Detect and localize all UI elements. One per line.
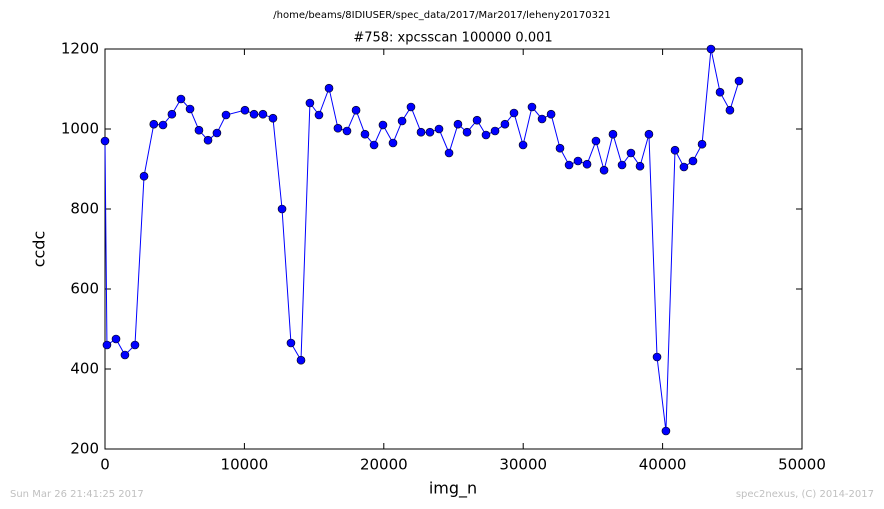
data-point bbox=[434, 124, 444, 134]
data-point bbox=[670, 145, 680, 155]
data-point bbox=[324, 83, 334, 93]
data-point bbox=[635, 161, 645, 171]
data-point bbox=[555, 143, 565, 153]
data-point bbox=[342, 126, 352, 136]
data-point bbox=[240, 105, 250, 115]
data-point bbox=[652, 352, 662, 362]
data-point bbox=[277, 204, 287, 214]
footer-left: Sun Mar 26 21:41:25 2017 bbox=[10, 489, 144, 500]
data-point bbox=[149, 119, 159, 129]
data-point bbox=[130, 340, 140, 350]
data-point bbox=[490, 126, 500, 136]
data-point bbox=[661, 426, 671, 436]
x-tick-label: 40000 bbox=[639, 456, 687, 474]
x-tick-label: 0 bbox=[100, 456, 110, 474]
data-point bbox=[725, 105, 735, 115]
data-point bbox=[481, 130, 491, 140]
y-tick-label: 600 bbox=[70, 280, 99, 298]
data-point bbox=[518, 140, 528, 150]
data-point bbox=[120, 350, 130, 360]
y-tick-label: 1000 bbox=[61, 120, 99, 138]
y-tick-label: 400 bbox=[70, 360, 99, 378]
data-point bbox=[258, 109, 268, 119]
data-point bbox=[416, 127, 426, 137]
data-point bbox=[203, 135, 213, 145]
data-point bbox=[626, 148, 636, 158]
data-point bbox=[249, 109, 259, 119]
data-point bbox=[472, 115, 482, 125]
data-point bbox=[296, 355, 306, 365]
data-point bbox=[212, 128, 222, 138]
data-point bbox=[111, 334, 121, 344]
data-point bbox=[378, 120, 388, 130]
x-tick-label: 20000 bbox=[360, 456, 408, 474]
data-point bbox=[305, 98, 315, 108]
data-point bbox=[360, 129, 370, 139]
data-point bbox=[527, 102, 537, 112]
data-point bbox=[688, 156, 698, 166]
data-point bbox=[167, 109, 177, 119]
data-point bbox=[314, 110, 324, 120]
data-point bbox=[444, 148, 454, 158]
footer-right: spec2nexus, (C) 2014-2017 bbox=[736, 489, 874, 500]
data-point bbox=[158, 120, 168, 130]
data-point bbox=[591, 136, 601, 146]
x-tick-label: 10000 bbox=[221, 456, 269, 474]
data-point bbox=[537, 114, 547, 124]
plot-frame bbox=[104, 48, 803, 450]
y-tick-label: 1200 bbox=[61, 40, 99, 58]
data-point bbox=[139, 171, 149, 181]
data-point bbox=[102, 340, 112, 350]
data-point bbox=[369, 140, 379, 150]
data-point bbox=[221, 110, 231, 120]
y-axis-label: ccdc bbox=[30, 231, 49, 268]
data-line bbox=[104, 48, 740, 432]
data-point bbox=[185, 104, 195, 114]
data-point bbox=[500, 119, 510, 129]
data-point bbox=[388, 138, 398, 148]
data-point bbox=[715, 87, 725, 97]
data-point bbox=[176, 94, 186, 104]
header: /home/beams/8IDIUSER/spec_data/2017/Mar2… bbox=[273, 10, 610, 21]
data-point bbox=[617, 160, 627, 170]
data-point bbox=[706, 44, 716, 54]
data-point bbox=[194, 125, 204, 135]
data-point bbox=[333, 123, 343, 133]
data-point bbox=[644, 129, 654, 139]
y-tick-label: 200 bbox=[70, 440, 99, 458]
data-point bbox=[397, 116, 407, 126]
data-point bbox=[734, 76, 744, 86]
data-point bbox=[268, 113, 278, 123]
data-point bbox=[100, 136, 110, 146]
data-point bbox=[679, 162, 689, 172]
data-point bbox=[453, 119, 463, 129]
data-point bbox=[697, 139, 707, 149]
x-tick-label: 30000 bbox=[499, 456, 547, 474]
data-point bbox=[546, 109, 556, 119]
data-point bbox=[351, 105, 361, 115]
data-point bbox=[599, 165, 609, 175]
chart-title: #758: xpcsscan 100000 0.001 bbox=[353, 31, 552, 46]
y-tick-label: 800 bbox=[70, 200, 99, 218]
data-point bbox=[462, 127, 472, 137]
x-axis-label: img_n bbox=[429, 479, 477, 499]
data-point bbox=[573, 156, 583, 166]
data-point bbox=[564, 160, 574, 170]
data-point bbox=[425, 127, 435, 137]
data-point bbox=[509, 108, 519, 118]
data-point bbox=[582, 159, 592, 169]
data-point bbox=[286, 338, 296, 348]
x-tick-label: 50000 bbox=[778, 456, 826, 474]
data-point bbox=[608, 129, 618, 139]
data-point bbox=[406, 102, 416, 112]
